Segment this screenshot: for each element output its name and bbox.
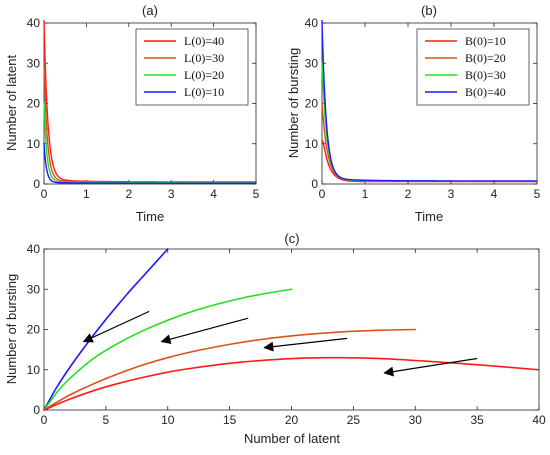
panel-a-legend-label: L(0)=20	[184, 68, 224, 82]
panel-a-ytick-label: 30	[27, 56, 41, 70]
panel-a-ytick-label: 20	[27, 97, 41, 111]
panel-c-ytick-label: 20	[27, 323, 41, 337]
panel-c-trajectory	[43, 356, 540, 411]
panel-b-xtick-label: 3	[448, 187, 455, 201]
panel-b-xlabel: Time	[415, 209, 443, 224]
panel-c-xtick-label: 25	[347, 413, 361, 427]
panel-a-ytick-label: 10	[27, 137, 41, 151]
panel-b-legend-label: B(0)=30	[465, 68, 506, 82]
panel-b-ytick-label: 20	[305, 97, 319, 111]
panel-a-xtick-label: 4	[210, 187, 217, 201]
panel-c-xtick-label: 40	[532, 413, 546, 427]
panel-c-trajectory	[43, 328, 417, 411]
panel-c-ytick-label: 10	[27, 363, 41, 377]
panel-b-legend-label: B(0)=20	[465, 51, 506, 65]
panel-c-xtick-label: 20	[285, 413, 299, 427]
panel-a-series-line	[43, 101, 257, 184]
panel-c-direction-arrow	[160, 317, 249, 345]
panel-a-xtick-label: 0	[41, 187, 48, 201]
panel-c-xtick-label: 30	[409, 413, 423, 427]
panel-a-xtick-label: 5	[253, 187, 260, 201]
panel-c-ytick-label: 40	[27, 242, 41, 256]
panel-c-trajectory	[43, 248, 169, 411]
panel-c-xtick-label: 10	[161, 413, 175, 427]
panel-b-title: (b)	[421, 3, 437, 18]
panel-a-legend-label: L(0)=30	[184, 51, 224, 65]
panel-b-ytick-label: 0	[311, 177, 318, 191]
panel-a-title: (a)	[142, 3, 158, 18]
panel-c-ylabel: Number of bursting	[4, 274, 19, 385]
panel-b-xtick-label: 2	[405, 187, 412, 201]
panel-b-ytick-label: 10	[305, 137, 319, 151]
panel-c-xtick-label: 0	[41, 413, 48, 427]
panel-c-direction-arrow	[383, 357, 478, 377]
panel-b-ytick-label: 40	[305, 16, 319, 30]
panel-a-legend-label: L(0)=10	[184, 85, 224, 99]
panel-a-ytick-label: 0	[33, 177, 40, 191]
panel-c-xlabel: Number of latent	[244, 431, 340, 446]
panel-a-ylabel: Number of latent	[4, 55, 19, 151]
panel-b-ylabel: Number of bursting	[286, 48, 301, 159]
panel-b-xtick-label: 0	[319, 187, 326, 201]
panel-a-xtick-label: 2	[125, 187, 132, 201]
panel-b-series-line	[321, 140, 538, 183]
panel-a-legend-label: L(0)=40	[184, 34, 224, 48]
panel-b-xtick-label: 4	[491, 187, 498, 201]
panel-a-xtick-label: 1	[83, 187, 90, 201]
panel-c-xtick-label: 5	[103, 413, 110, 427]
panel-c-xtick-label: 15	[223, 413, 237, 427]
panel-a-ytick-label: 40	[27, 16, 41, 30]
panel-a-xtick-label: 3	[168, 187, 175, 201]
panel-c-ytick-label: 30	[27, 282, 41, 296]
panel-b-legend-label: B(0)=10	[465, 34, 506, 48]
panel-b-legend-label: B(0)=40	[465, 85, 506, 99]
panel-c-xtick-label: 35	[470, 413, 484, 427]
panel-b-series-line	[321, 101, 538, 183]
panel-a-series-line	[43, 142, 257, 184]
panel-c-direction-arrow	[82, 310, 150, 343]
panel-c-direction-arrow	[263, 337, 348, 352]
panel-b-series-line	[321, 19, 538, 182]
panel-b-xtick-label: 5	[534, 187, 541, 201]
panel-c-title: (c)	[284, 231, 299, 246]
panel-c-axes-box	[43, 248, 540, 411]
panel-b-xtick-label: 1	[362, 187, 369, 201]
panel-c-ytick-label: 0	[33, 403, 40, 417]
plots-layer: 0 1 2 3 4 5010203040L(0)=40L(0)=30L(0)=20L(0)…	[27, 16, 546, 427]
panel-b-ytick-label: 30	[305, 56, 319, 70]
panel-c-trajectory	[43, 288, 293, 411]
panel-a-xlabel: Time	[136, 209, 164, 224]
